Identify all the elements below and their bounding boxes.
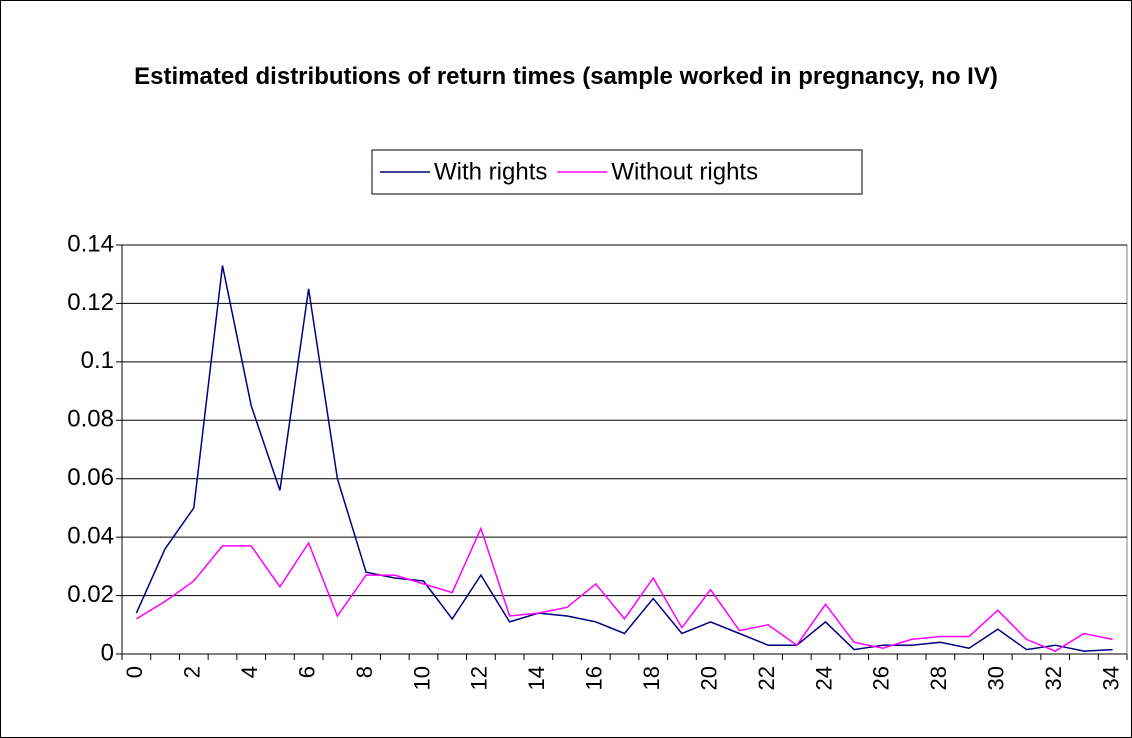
legend: With rights Without rights — [371, 149, 863, 195]
x-tick-label: 26 — [869, 666, 894, 690]
x-tick-label: 24 — [811, 666, 836, 690]
y-tick-label: 0.12 — [67, 289, 114, 316]
series-line — [136, 526, 1113, 652]
x-tick-label: 6 — [294, 666, 319, 678]
x-tick-label: 12 — [467, 666, 492, 690]
legend-label: Without rights — [611, 158, 758, 185]
x-tick-label: 10 — [409, 666, 434, 690]
y-tick-label: 0.06 — [67, 464, 114, 491]
y-tick-label: 0.02 — [67, 581, 114, 608]
x-tick-label: 30 — [984, 666, 1009, 690]
plot-area — [121, 244, 1128, 655]
y-tick-label: 0.1 — [81, 347, 114, 374]
x-tick-label: 34 — [1098, 666, 1123, 690]
x-tick-label: 4 — [237, 666, 262, 678]
chart-title: Estimated distributions of return times … — [134, 63, 998, 90]
y-tick-label: 0 — [101, 639, 114, 666]
x-tick-label: 14 — [524, 666, 549, 690]
y-tick-label: 0.04 — [67, 522, 114, 549]
x-tick-label: 2 — [180, 666, 205, 678]
x-tick-label: 28 — [926, 666, 951, 690]
x-tick-label: 18 — [639, 666, 664, 690]
y-tick-label: 0.08 — [67, 406, 114, 433]
legend-box — [371, 149, 863, 195]
x-tick-label: 32 — [1041, 666, 1066, 690]
x-tick-label: 8 — [352, 666, 377, 678]
x-tick-label: 20 — [696, 666, 721, 690]
x-tick-label: 16 — [582, 666, 607, 690]
legend-label: With rights — [434, 158, 547, 185]
y-tick-label: 0.14 — [67, 230, 114, 257]
series-line — [135, 265, 1113, 652]
x-tick-label: 22 — [754, 666, 779, 690]
x-tick-label: 0 — [122, 666, 147, 678]
